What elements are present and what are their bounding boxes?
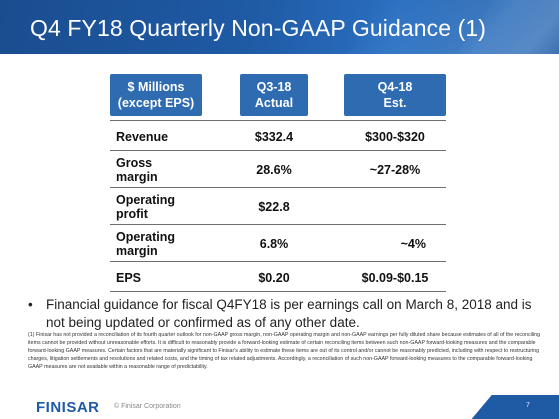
row-q4-value: ~27-28% (369, 163, 421, 177)
row-label: Gross margin (116, 156, 158, 184)
row-label: Operating profit (116, 193, 176, 221)
row-q3-value: $332.4 (254, 130, 294, 144)
header-q3-line1: Q3-18 (256, 80, 292, 94)
table-row: Operating margin 6.8% ~4% (110, 225, 446, 262)
row-q3-value: 6.8% (259, 237, 289, 251)
guidance-table: $ Millions (except EPS) Q3-18 Actual Q4-… (110, 74, 446, 292)
row-q4-value: ~4% (400, 237, 426, 251)
title-bar: Q4 FY18 Quarterly Non-GAAP Guidance (1) (0, 0, 559, 54)
footnote: (1) Finisar has not provided a reconcili… (28, 332, 541, 370)
row-label: Revenue (116, 130, 169, 144)
header-q4-line1: Q4-18 (377, 80, 413, 94)
bullet-icon: • (28, 297, 33, 312)
header-q3-line2: Actual (254, 96, 294, 110)
table-row: Gross margin 28.6% ~27-28% (110, 151, 446, 188)
header-q3: Q3-18 Actual (240, 74, 308, 116)
guidance-note-text: Financial guidance for fiscal Q4FY18 is … (46, 297, 532, 330)
copyright: © Finisar Corporation (114, 403, 181, 410)
table-row: Revenue $332.4 $300-$320 (110, 120, 446, 151)
footer-swoosh (470, 395, 559, 419)
row-q4-value: $300-$320 (365, 130, 425, 144)
row-label: Operating margin (116, 230, 176, 258)
table-header: $ Millions (except EPS) Q3-18 Actual Q4-… (110, 74, 446, 116)
header-q4-line2: Est. (383, 96, 407, 110)
header-units-line1: $ Millions (127, 80, 185, 94)
slide-title: Q4 FY18 Quarterly Non-GAAP Guidance (1) (30, 15, 487, 41)
table-row: EPS $0.20 $0.09-$0.15 (110, 262, 446, 292)
header-units: $ Millions (except EPS) (110, 74, 202, 116)
company-logo: FINISAR (36, 399, 100, 416)
footer: FINISAR © Finisar Corporation (0, 395, 559, 419)
header-q4: Q4-18 Est. (344, 74, 446, 116)
guidance-note: • Financial guidance for fiscal Q4FY18 i… (28, 296, 538, 332)
row-q4-value: $0.09-$0.15 (361, 271, 429, 285)
row-label: EPS (116, 271, 142, 285)
row-q3-value: $0.20 (258, 271, 290, 285)
header-units-line2: (except EPS) (117, 96, 195, 110)
table-row: Operating profit $22.8 (110, 188, 446, 225)
row-q3-value: 28.6% (256, 163, 292, 177)
page-number: 7 (526, 402, 530, 409)
row-q3-value: $22.8 (258, 200, 290, 214)
